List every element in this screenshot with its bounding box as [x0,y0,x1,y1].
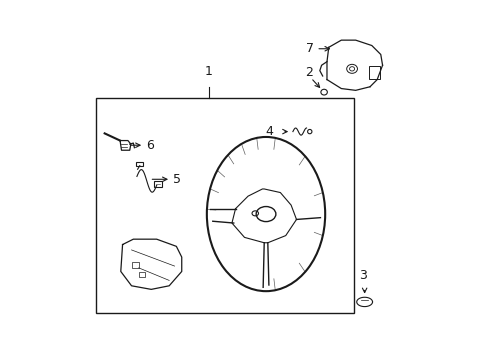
Bar [368,66,379,79]
Text: 1: 1 [204,65,212,78]
Text: 6: 6 [146,139,154,152]
Bar [154,181,162,187]
Bar [139,272,145,277]
Bar [136,162,142,166]
Bar [131,262,139,268]
Text: 7: 7 [306,42,314,55]
Text: 2: 2 [304,66,312,79]
Text: 4: 4 [265,125,273,138]
Text: 3: 3 [358,269,366,282]
Bar [96,98,353,313]
Text: 5: 5 [172,173,181,186]
